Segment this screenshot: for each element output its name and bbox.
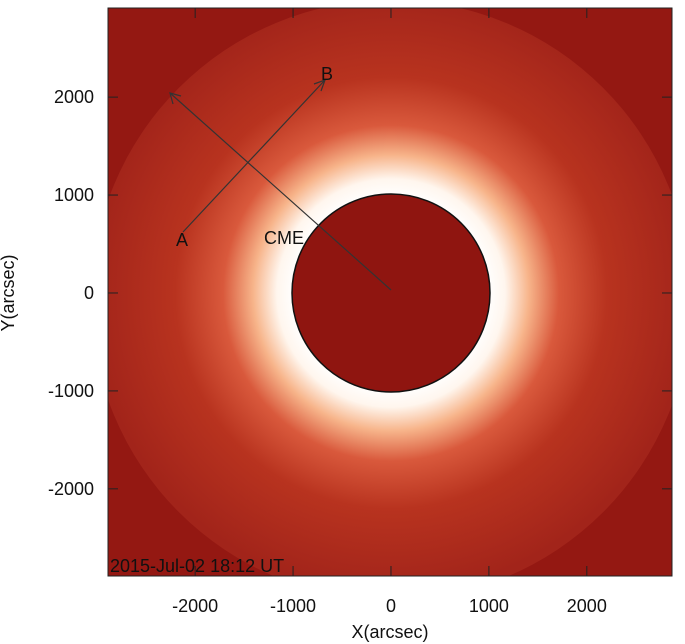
x-tick-label: 2000 [567,596,607,616]
x-axis-label: X(arcsec) [351,622,428,642]
x-tick-label: -2000 [172,596,218,616]
annotation-label: CME [264,228,304,248]
annotation-label: B [321,64,333,84]
arrow-head [169,92,182,105]
y-tick-label: 1000 [54,185,94,205]
arrow-head [313,78,327,92]
arrow-ab [182,79,326,233]
y-tick-label: -2000 [48,479,94,499]
arrow-cme [169,92,392,291]
timestamp: 2015-Jul-02 18:12 UT [110,556,284,576]
x-tick-label: -1000 [270,596,316,616]
y-tick-label: -1000 [48,381,94,401]
plot-frame [107,7,673,577]
occulter-disk [291,193,491,393]
coronagraph-image [108,8,672,576]
y-axis-label: Y(arcsec) [0,254,18,331]
annotation-arrows [169,78,392,291]
x-tick-label: 1000 [469,596,509,616]
x-tick-label: 0 [386,596,396,616]
annotation-label: A [176,230,188,250]
y-tick-label: 2000 [54,87,94,107]
y-tick-label: 0 [84,283,94,303]
